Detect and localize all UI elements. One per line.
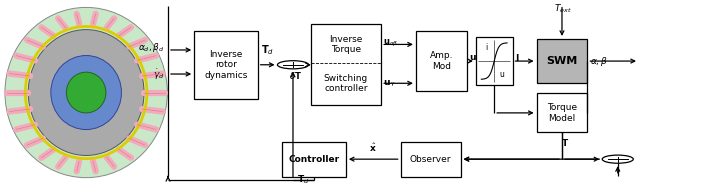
Text: $\mathbf{u}$: $\mathbf{u}$ [469,53,477,62]
Ellipse shape [66,72,106,113]
Ellipse shape [5,7,167,178]
Text: Inverse
rotor
dynamics: Inverse rotor dynamics [204,50,248,80]
Text: $\mathbf{T}_d$: $\mathbf{T}_d$ [297,173,309,186]
Text: i: i [485,43,487,52]
Bar [401,142,461,177]
Ellipse shape [51,56,121,130]
Bar [476,37,513,85]
Text: $\delta\mathbf{T}$: $\delta\mathbf{T}$ [289,70,302,81]
Text: Observer: Observer [410,155,451,164]
Text: $\mathbf{T}$: $\mathbf{T}$ [561,137,570,148]
Text: $\mathbf{I}$: $\mathbf{I}$ [515,52,519,63]
Text: SWM: SWM [546,56,578,66]
Text: $_\gamma$: $_\gamma$ [390,80,396,89]
Text: $\mathbf{u}$: $\mathbf{u}$ [383,78,391,87]
Bar [282,142,346,177]
Text: $\alpha, \beta$: $\alpha, \beta$ [590,55,608,68]
Text: $\hat{\mathbf{x}}$: $\hat{\mathbf{x}}$ [369,141,377,154]
Bar [537,94,587,132]
Bar [311,24,381,105]
Text: $\dot{\gamma}_d$: $\dot{\gamma}_d$ [153,68,164,82]
Text: $\alpha_d, \beta_d$: $\alpha_d, \beta_d$ [138,41,164,54]
Text: $T_{ext}$: $T_{ext}$ [554,3,573,15]
Bar [537,39,587,83]
Text: $\mathbf{u}_{\alpha\beta}$: $\mathbf{u}_{\alpha\beta}$ [383,38,399,49]
Bar [194,30,258,99]
Text: Torque
Model: Torque Model [547,103,577,123]
Text: Inverse
Torque: Inverse Torque [329,35,363,54]
Text: $\mathbf{T}_d$: $\mathbf{T}_d$ [261,44,274,57]
Text: Controller: Controller [289,155,340,164]
Bar [416,31,467,91]
Text: Switching
controller: Switching controller [324,73,368,93]
Text: u: u [500,70,505,79]
Text: Amp.
Mod: Amp. Mod [429,51,453,71]
Ellipse shape [28,30,144,155]
